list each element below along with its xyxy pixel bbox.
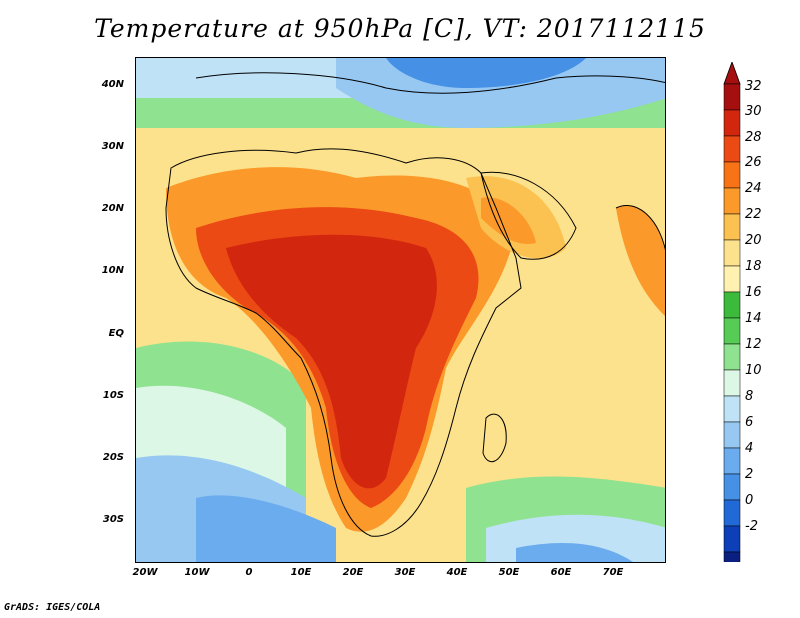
colorbar-segment — [723, 447, 741, 475]
colorbar-segment — [723, 395, 741, 423]
colorbar-label-26: 26 — [745, 155, 762, 170]
colorbar-segment — [723, 499, 741, 527]
colorbar-label-14: 14 — [745, 311, 762, 326]
colorbar-segment — [723, 83, 741, 111]
lon-label-20w: 20W — [132, 567, 158, 578]
chart-title: Temperature at 950hPa [C], VT: 201711211… — [94, 14, 706, 43]
colorbar-segment — [723, 473, 741, 501]
colorbar-label-4: 4 — [745, 441, 754, 456]
colorbar-label-6: 6 — [745, 415, 754, 430]
lat-label-40n: 40N — [101, 79, 124, 90]
lat-label-20n: 20N — [101, 203, 124, 214]
colorbar-label-28: 28 — [745, 130, 762, 145]
colorbar-segment — [723, 343, 741, 371]
colorbar-label-0: 0 — [745, 493, 754, 508]
colorbar-label-8: 8 — [745, 389, 754, 404]
colorbar-label-24: 24 — [745, 181, 762, 196]
lat-label-10s: 10S — [102, 390, 124, 401]
colorbar-segment — [723, 213, 741, 241]
colorbar-label-20: 20 — [745, 233, 762, 248]
lon-label-60e: 60E — [550, 567, 572, 578]
colorbar-segment — [723, 161, 741, 189]
lon-label-10w: 10W — [184, 567, 210, 578]
lat-label-30n: 30N — [101, 141, 124, 152]
colorbar-segment — [723, 109, 741, 137]
lat-label-30s: 30S — [102, 514, 124, 525]
lon-label-50e: 50E — [498, 567, 520, 578]
lon-label-30e: 30E — [394, 567, 416, 578]
temperature-map — [135, 57, 666, 563]
lat-label-20s: 20S — [102, 452, 124, 463]
colorbar-label-10: 10 — [745, 363, 762, 378]
colorbar-segment — [723, 421, 741, 449]
color-scale-bar — [723, 62, 741, 562]
colorbar-segment — [723, 369, 741, 397]
colorbar-segment — [723, 317, 741, 345]
colorbar-label-30: 30 — [745, 104, 762, 119]
colorbar-segment — [723, 551, 741, 562]
colorbar-label-neg2: -2 — [745, 519, 758, 534]
lon-label-20e: 20E — [342, 567, 364, 578]
colorbar-label-12: 12 — [745, 337, 762, 352]
colorbar-segment — [723, 291, 741, 319]
colorbar-label-32: 32 — [745, 79, 762, 94]
colorbar-segment — [723, 239, 741, 267]
lat-label-eq: EQ — [108, 328, 124, 339]
colorbar-label-2: 2 — [745, 467, 754, 482]
footer-credit: GrADS: IGES/COLA — [4, 602, 101, 613]
lon-label-70e: 70E — [602, 567, 624, 578]
colorbar-segment — [723, 135, 741, 163]
colorbar-segment — [723, 265, 741, 293]
lon-label-10e: 10E — [290, 567, 312, 578]
colorbar-upper-arrow — [723, 62, 741, 85]
lat-label-10n: 10N — [101, 265, 124, 276]
colorbar-label-22: 22 — [745, 207, 762, 222]
colorbar-label-18: 18 — [745, 259, 762, 274]
colorbar-segment — [723, 525, 741, 553]
colorbar-segment — [723, 187, 741, 215]
lon-label-0: 0 — [245, 567, 253, 578]
lon-label-40e: 40E — [446, 567, 468, 578]
temperature-field — [136, 58, 665, 562]
colorbar-label-16: 16 — [745, 285, 762, 300]
